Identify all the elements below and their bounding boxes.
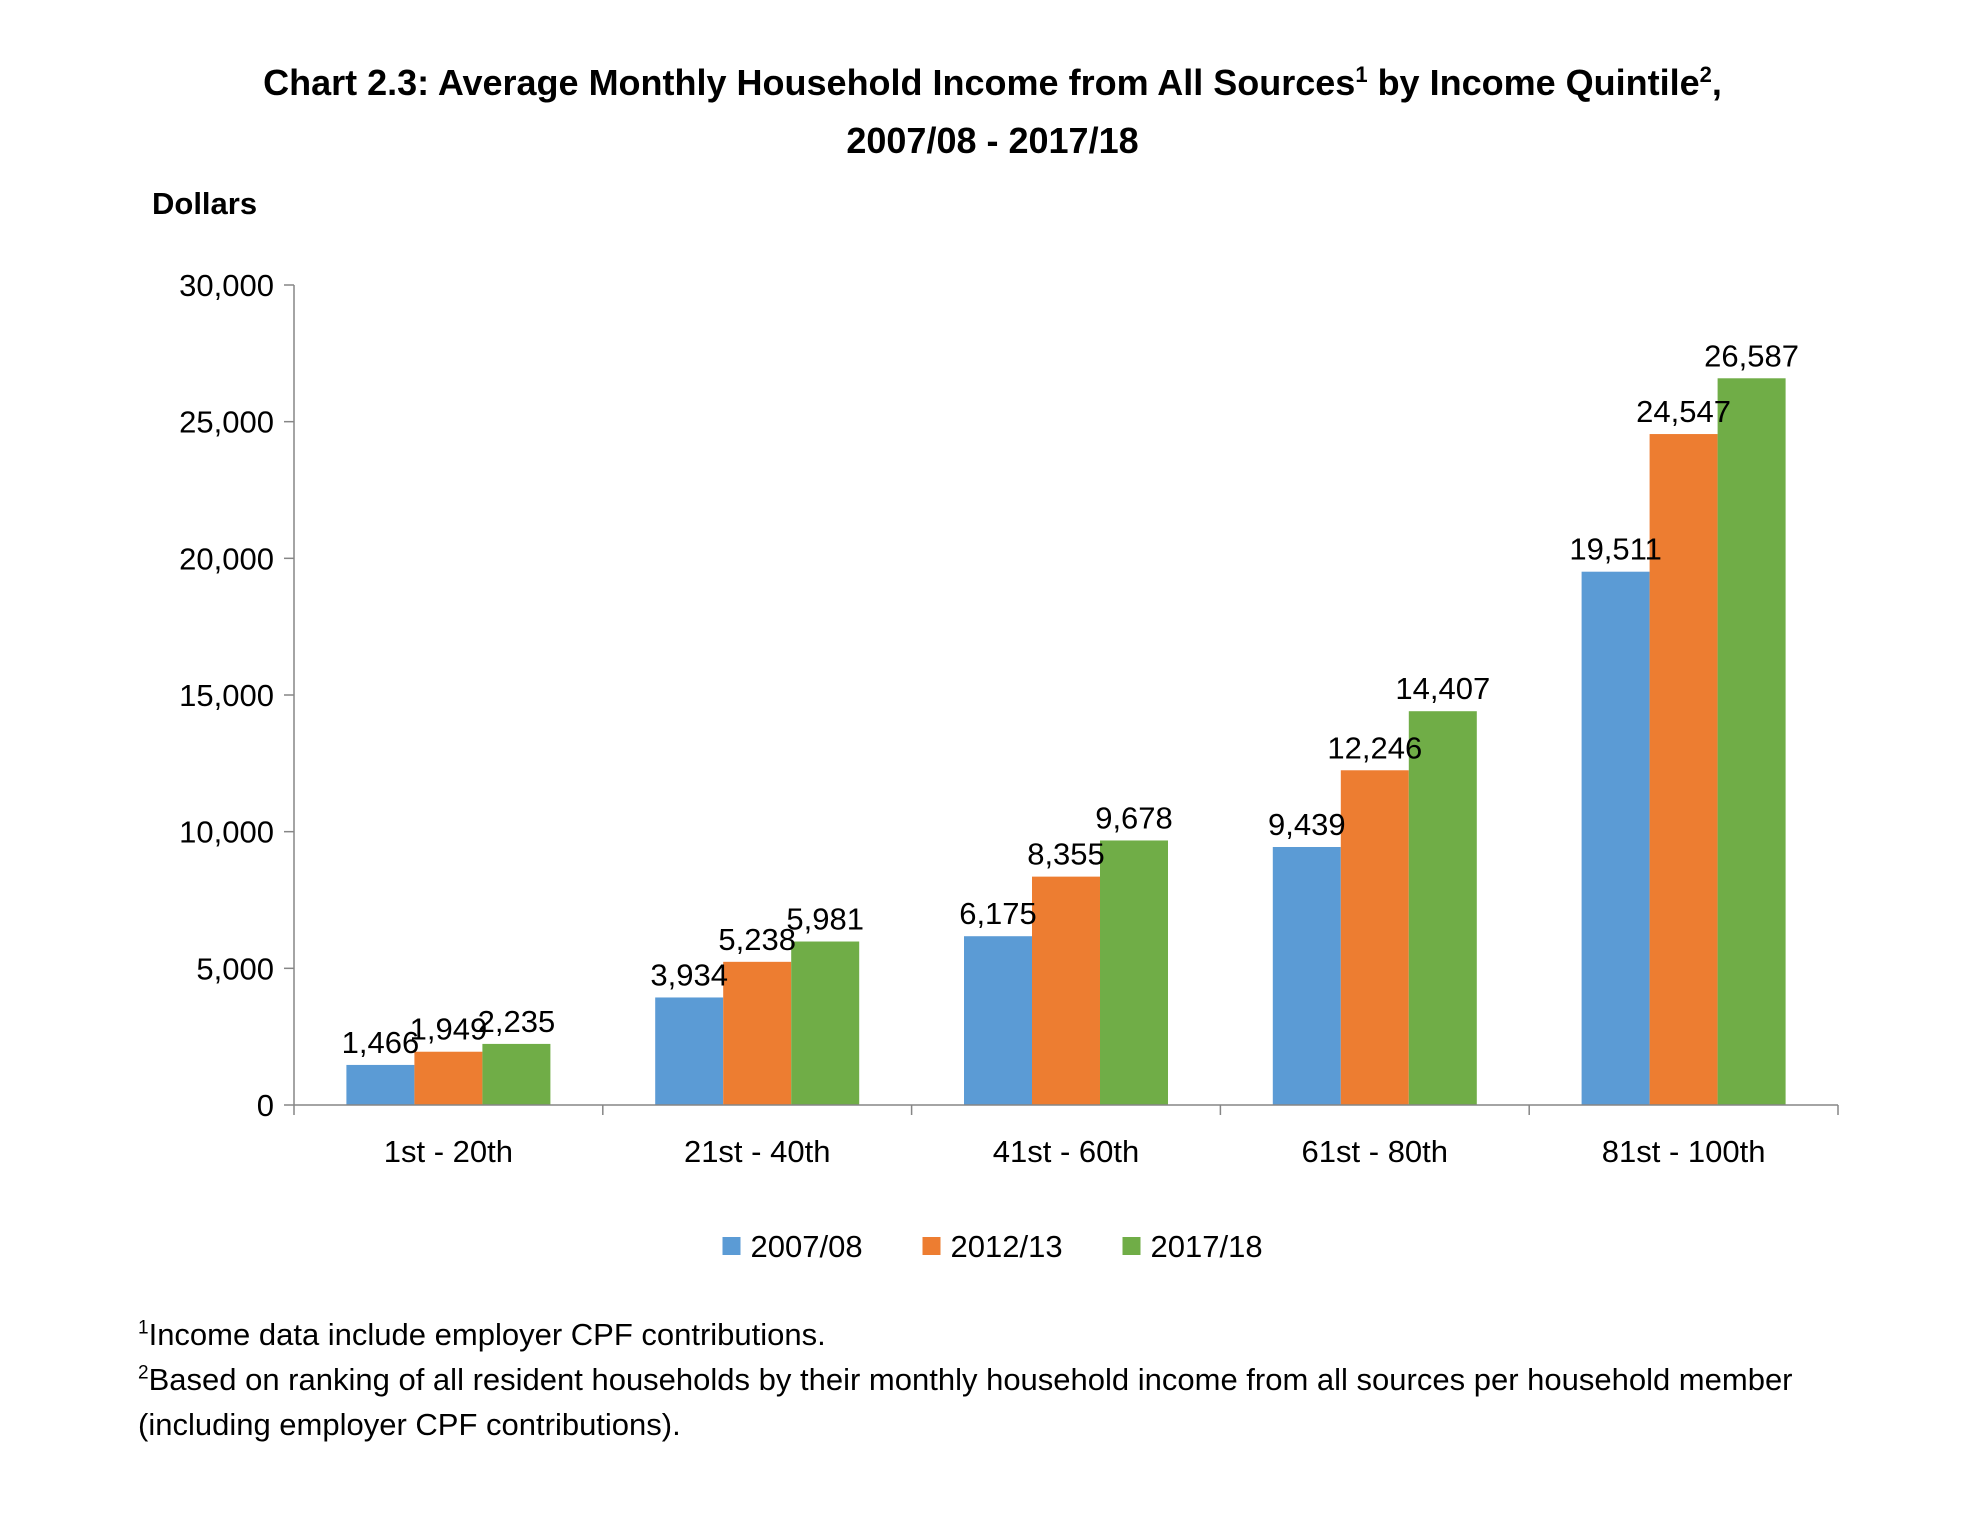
bar bbox=[1581, 571, 1650, 1105]
title-footnote-ref-2: 2 bbox=[1699, 62, 1712, 87]
footnotes: 1Income data include employer CPF contri… bbox=[138, 1312, 1898, 1447]
legend-swatch bbox=[1122, 1237, 1141, 1255]
data-label: 1,466 bbox=[342, 1025, 420, 1060]
x-tick-label: 21st - 40th bbox=[684, 1134, 830, 1169]
bar bbox=[655, 997, 724, 1105]
data-label: 24,547 bbox=[1636, 394, 1731, 429]
bar-chart: 0 5,000 10,000 15,000 20,000 25,000 30,000 1st … bbox=[179, 268, 1839, 1264]
y-tick-label: 20,000 bbox=[179, 541, 274, 576]
x-tick-label: 81st - 100th bbox=[1602, 1134, 1766, 1169]
chart-subtitle: 2007/08 - 2017/18 bbox=[846, 120, 1139, 161]
bar bbox=[1717, 378, 1786, 1105]
data-label: 6,175 bbox=[959, 896, 1037, 931]
chart-title-text-mid: by Income Quintile bbox=[1367, 62, 1700, 103]
x-tick-label: 1st - 20th bbox=[384, 1134, 513, 1169]
legend: 2007/08 2012/13 2017/18 bbox=[722, 1229, 1263, 1264]
legend-label: 2012/13 bbox=[951, 1229, 1063, 1264]
footnote-2-marker: 2 bbox=[138, 1362, 149, 1384]
y-axis-unit-label: Dollars bbox=[152, 186, 258, 221]
data-label: 12,246 bbox=[1327, 730, 1422, 765]
bar bbox=[346, 1064, 415, 1105]
data-labels-group: 1,466 3,934 6,175 9,439 19,511 1,949 5,238 8,35… bbox=[342, 338, 1799, 1060]
bar bbox=[1340, 770, 1409, 1105]
bar bbox=[1649, 434, 1718, 1105]
data-label: 9,439 bbox=[1268, 807, 1346, 842]
title-footnote-ref-1: 1 bbox=[1355, 62, 1368, 87]
chart-title-text: Chart 2.3: Average Monthly Household Inc… bbox=[263, 62, 1356, 103]
data-label: 5,238 bbox=[718, 922, 796, 957]
y-tick-label: 25,000 bbox=[179, 405, 274, 440]
footnote-2-text: Based on ranking of all resident househo… bbox=[138, 1362, 1793, 1442]
bar bbox=[482, 1043, 551, 1105]
data-label: 26,587 bbox=[1704, 338, 1799, 373]
bar bbox=[964, 936, 1032, 1105]
bar bbox=[723, 961, 792, 1105]
data-label: 8,355 bbox=[1027, 837, 1105, 872]
bar bbox=[791, 941, 860, 1105]
chart-title-text-end: , bbox=[1711, 62, 1722, 103]
legend-label: 2007/08 bbox=[751, 1229, 863, 1264]
y-tick-label: 5,000 bbox=[196, 951, 274, 986]
x-tick-label: 61st - 80th bbox=[1302, 1134, 1448, 1169]
data-label: 3,934 bbox=[650, 957, 728, 992]
bar bbox=[414, 1051, 483, 1105]
bar bbox=[1032, 876, 1100, 1105]
data-label: 2,235 bbox=[478, 1004, 556, 1039]
y-tick-label: 30,000 bbox=[179, 268, 274, 303]
data-label: 1,949 bbox=[410, 1012, 488, 1047]
footnote-2: 2Based on ranking of all resident househ… bbox=[138, 1357, 1898, 1447]
footnote-1: 1Income data include employer CPF contri… bbox=[138, 1312, 1898, 1357]
data-label: 9,678 bbox=[1095, 800, 1173, 835]
chart-title: Chart 2.3: Average Monthly Household Inc… bbox=[0, 60, 1985, 106]
data-label: 5,981 bbox=[786, 902, 864, 937]
y-tick-label: 15,000 bbox=[179, 678, 274, 713]
legend-swatch bbox=[722, 1237, 741, 1255]
bars-group bbox=[346, 378, 1786, 1105]
legend-label: 2017/18 bbox=[1151, 1229, 1263, 1264]
footnote-1-marker: 1 bbox=[138, 1317, 149, 1339]
x-tick-label: 41st - 60th bbox=[993, 1134, 1139, 1169]
footnote-1-text: Income data include employer CPF contrib… bbox=[148, 1317, 826, 1352]
axes-group: 0 5,000 10,000 15,000 20,000 25,000 30,000 1st … bbox=[179, 268, 1839, 1169]
y-tick-label: 10,000 bbox=[179, 815, 274, 850]
bar bbox=[1272, 847, 1341, 1105]
legend-swatch bbox=[922, 1237, 941, 1255]
bar bbox=[1408, 711, 1477, 1105]
data-label: 14,407 bbox=[1395, 671, 1490, 706]
bar bbox=[1100, 840, 1168, 1105]
data-label: 19,511 bbox=[1569, 532, 1662, 567]
y-tick-label: 0 bbox=[257, 1088, 274, 1123]
